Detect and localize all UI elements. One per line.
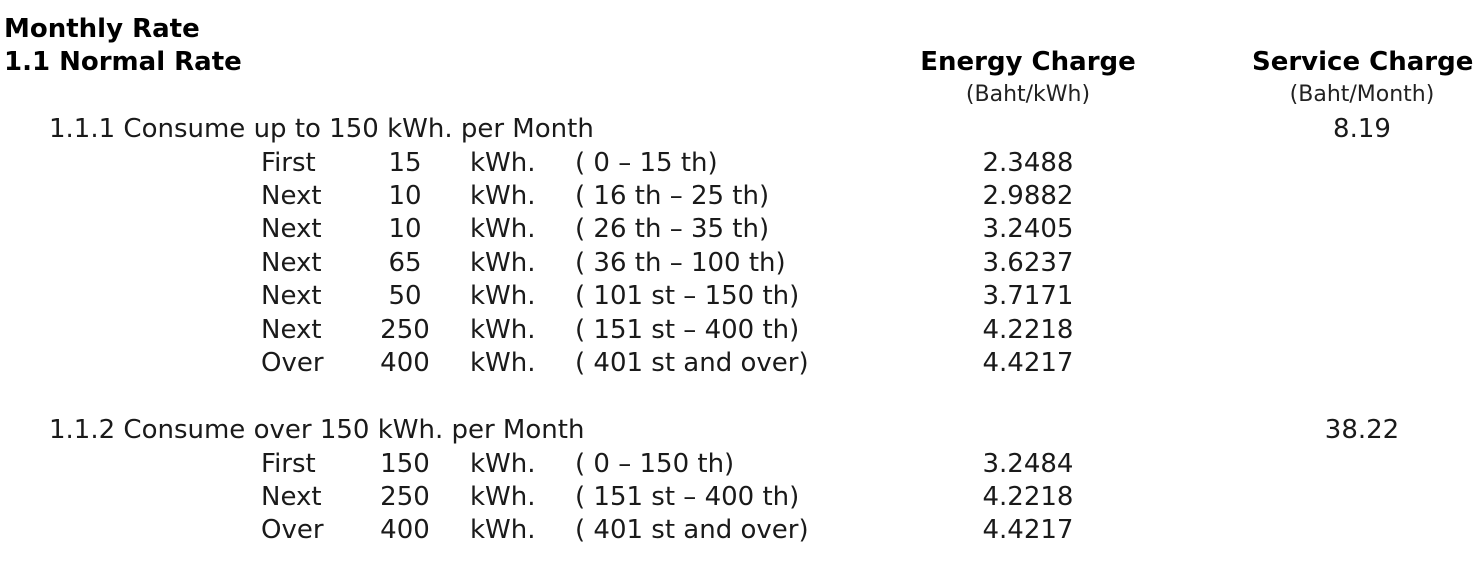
energy-rate: 4.2218	[982, 315, 1074, 345]
service-charge-value: 38.22	[1324, 415, 1400, 445]
tier-range: ( 151 st – 400 th)	[575, 315, 800, 345]
service-charge-unit: (Baht/Month)	[1289, 82, 1435, 107]
rate-row: Next 10 kWh. ( 26 th – 35 th) 3.2405	[0, 216, 1476, 250]
energy-charge-unit: (Baht/kWh)	[965, 82, 1091, 107]
tier-range: ( 401 st and over)	[575, 348, 809, 378]
section-title: 1.1.1 Consume up to 150 kWh. per Month	[49, 114, 594, 144]
energy-charge-header: Energy Charge	[920, 47, 1136, 77]
tier-range: ( 151 st – 400 th)	[575, 482, 800, 512]
tier-label: Over	[261, 515, 324, 545]
tier-range: ( 0 – 150 th)	[575, 449, 735, 479]
tier-label: Next	[261, 482, 322, 512]
tier-range: ( 36 th – 100 th)	[575, 248, 786, 278]
tier-label: Next	[261, 248, 322, 278]
energy-rate: 2.9882	[982, 181, 1074, 211]
tier-range: ( 26 th – 35 th)	[575, 214, 770, 244]
rate-row: Next 50 kWh. ( 101 st – 150 th) 3.7171	[0, 283, 1476, 317]
rate-row: First 15 kWh. ( 0 – 15 th) 2.3488	[0, 150, 1476, 184]
tier-unit: kWh.	[470, 181, 536, 211]
tier-unit: kWh.	[470, 482, 536, 512]
rate-row: Next 65 kWh. ( 36 th – 100 th) 3.6237	[0, 250, 1476, 284]
energy-rate: 4.4217	[982, 515, 1074, 545]
tier-label: Next	[261, 181, 322, 211]
energy-rate: 3.6237	[982, 248, 1074, 278]
rate-row: Next 10 kWh. ( 16 th – 25 th) 2.9882	[0, 183, 1476, 217]
rate-row: First 150 kWh. ( 0 – 150 th) 3.2484	[0, 451, 1476, 485]
rate-row: Over 400 kWh. ( 401 st and over) 4.4217	[0, 517, 1476, 551]
tier-unit: kWh.	[470, 148, 536, 178]
tier-label: Next	[261, 214, 322, 244]
tier-quantity: 400	[380, 515, 430, 545]
service-charge-value: 8.19	[1333, 114, 1391, 144]
section-heading: 1.1 Normal Rate	[4, 47, 242, 77]
tier-quantity: 15	[388, 148, 422, 178]
energy-rate: 3.2405	[982, 214, 1074, 244]
energy-rate: 4.4217	[982, 348, 1074, 378]
rate-row: Over 400 kWh. ( 401 st and over) 4.4217	[0, 350, 1476, 384]
tier-range: ( 0 – 15 th)	[575, 148, 718, 178]
tier-unit: kWh.	[470, 214, 536, 244]
tier-range: ( 401 st and over)	[575, 515, 809, 545]
energy-rate: 4.2218	[982, 482, 1074, 512]
tier-quantity: 250	[380, 315, 430, 345]
tier-quantity: 150	[380, 449, 430, 479]
tier-quantity: 400	[380, 348, 430, 378]
page-title: Monthly Rate	[4, 14, 200, 44]
tier-quantity: 65	[388, 248, 422, 278]
tier-label: First	[261, 449, 316, 479]
tier-range: ( 16 th – 25 th)	[575, 181, 770, 211]
rate-row: Next 250 kWh. ( 151 st – 400 th) 4.2218	[0, 484, 1476, 518]
tier-quantity: 50	[388, 281, 422, 311]
energy-rate: 3.7171	[982, 281, 1074, 311]
tier-label: First	[261, 148, 316, 178]
section-title: 1.1.2 Consume over 150 kWh. per Month	[49, 415, 585, 445]
tier-quantity: 250	[380, 482, 430, 512]
rate-row: Next 250 kWh. ( 151 st – 400 th) 4.2218	[0, 317, 1476, 351]
tier-label: Over	[261, 348, 324, 378]
energy-rate: 2.3488	[982, 148, 1074, 178]
tier-unit: kWh.	[470, 515, 536, 545]
tier-unit: kWh.	[470, 348, 536, 378]
tier-unit: kWh.	[470, 449, 536, 479]
tier-label: Next	[261, 315, 322, 345]
tier-unit: kWh.	[470, 315, 536, 345]
tier-unit: kWh.	[470, 281, 536, 311]
tier-quantity: 10	[388, 181, 422, 211]
tier-quantity: 10	[388, 214, 422, 244]
tier-unit: kWh.	[470, 248, 536, 278]
tier-label: Next	[261, 281, 322, 311]
service-charge-header: Service Charge	[1252, 47, 1474, 77]
tier-range: ( 101 st – 150 th)	[575, 281, 800, 311]
energy-rate: 3.2484	[982, 449, 1074, 479]
